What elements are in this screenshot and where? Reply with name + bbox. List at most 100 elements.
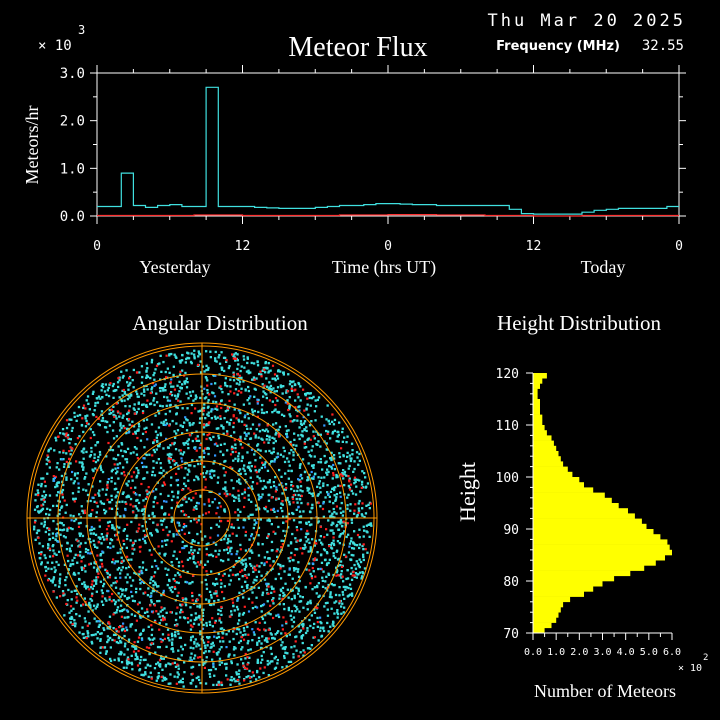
angular-point-cyan (222, 559, 225, 563)
angular-point-cyan (266, 434, 269, 437)
angular-point-cyan (138, 668, 142, 671)
angular-point-red (218, 402, 222, 405)
angular-point-cyan (284, 534, 287, 537)
angular-point-red (173, 585, 176, 589)
angular-point-cyan (144, 497, 148, 500)
angular-point-cyan (126, 573, 129, 576)
angular-point-cyan (356, 514, 359, 517)
angular-point-red (169, 611, 172, 614)
angular-point-cyan (119, 625, 122, 628)
angular-point-cyan (130, 394, 133, 397)
angular-point-cyan (239, 510, 242, 513)
angular-point-cyan (173, 675, 176, 678)
angular-point-cyan (298, 515, 301, 518)
angular-point-cyan (291, 511, 294, 515)
angular-point-cyan (160, 594, 163, 597)
angular-point-cyan (227, 655, 230, 658)
angular-point-cyan (189, 606, 192, 609)
angular-point-cyan (299, 489, 302, 492)
angular-point-cyan (121, 416, 124, 419)
angular-point-cyan (165, 645, 168, 648)
angular-point-blue (214, 374, 217, 377)
angular-point-cyan (240, 420, 244, 423)
angular-point-cyan (112, 389, 115, 393)
angular-point-cyan (189, 582, 192, 585)
angular-point-cyan (322, 515, 325, 518)
angular-point-cyan (145, 527, 148, 531)
angular-point-cyan (179, 400, 182, 403)
angular-point-blue (127, 431, 130, 434)
angular-point-cyan (243, 568, 246, 571)
angular-point-cyan (121, 394, 124, 397)
angular-point-cyan (121, 455, 124, 458)
angular-point-cyan (299, 600, 303, 603)
angular-point-red (216, 594, 219, 598)
angular-point-cyan (341, 427, 344, 430)
angular-point-cyan (164, 418, 168, 422)
angular-point-cyan (305, 522, 308, 525)
angular-point-cyan (220, 627, 224, 630)
angular-point-cyan (331, 487, 334, 490)
angular-point-cyan (154, 651, 157, 654)
angular-point-red (161, 619, 164, 622)
angular-point-cyan (326, 608, 329, 611)
angular-point-cyan (158, 442, 161, 445)
angular-point-red (112, 613, 115, 616)
angular-point-cyan (218, 386, 221, 389)
angular-point-red (153, 439, 156, 442)
angular-point-cyan (264, 450, 267, 453)
frequency-label: Frequency (MHz) (496, 39, 620, 54)
angular-point-cyan (130, 663, 134, 666)
angular-point-cyan (106, 640, 109, 644)
angular-point-cyan (170, 391, 173, 394)
angular-point-red (187, 487, 190, 490)
angular-point-cyan (133, 600, 136, 603)
angular-point-cyan (119, 422, 122, 425)
angular-point-cyan (64, 584, 67, 587)
angular-point-blue (275, 486, 278, 489)
angular-point-blue (348, 545, 351, 548)
angular-point-red (314, 557, 317, 560)
angular-point-red (119, 412, 122, 415)
angular-point-red (346, 522, 349, 525)
angular-point-cyan (290, 551, 293, 555)
angular-point-red (181, 610, 184, 614)
angular-point-red (132, 541, 135, 544)
angular-point-cyan (193, 618, 196, 622)
angular-point-cyan (146, 664, 149, 667)
angular-point-cyan (285, 429, 289, 432)
angular-point-cyan (86, 585, 89, 588)
angular-point-red (219, 505, 222, 508)
angular-point-cyan (253, 586, 256, 589)
angular-point-cyan (309, 546, 312, 549)
angular-point-cyan (248, 538, 251, 541)
angular-distribution-chart: Angular Distribution (26, 311, 378, 694)
angular-point-cyan (93, 409, 96, 412)
angular-point-cyan (148, 549, 151, 552)
angular-point-cyan (203, 370, 206, 373)
angular-point-cyan (251, 513, 254, 516)
height-bar (533, 627, 545, 634)
angular-point-cyan (227, 653, 231, 656)
angular-point-blue (244, 414, 247, 417)
angular-point-cyan (361, 470, 364, 473)
angular-point-red (136, 371, 139, 374)
angular-point-cyan (241, 613, 245, 616)
angular-point-cyan (191, 679, 194, 682)
angular-point-cyan (94, 607, 97, 610)
angular-point-cyan (290, 610, 294, 613)
height-bar (533, 570, 631, 577)
angular-point-red (138, 546, 141, 549)
angular-point-cyan (82, 488, 85, 491)
angular-point-cyan (139, 582, 142, 585)
angular-point-cyan (309, 547, 312, 551)
angular-point-blue (155, 565, 158, 568)
angular-point-blue (213, 395, 217, 398)
angular-point-cyan (240, 658, 243, 661)
angular-point-cyan (267, 518, 271, 521)
angular-point-red (230, 523, 233, 526)
angular-point-cyan (350, 578, 354, 581)
angular-point-cyan (174, 631, 177, 634)
angular-point-cyan (157, 412, 161, 415)
angular-point-cyan (108, 520, 112, 523)
